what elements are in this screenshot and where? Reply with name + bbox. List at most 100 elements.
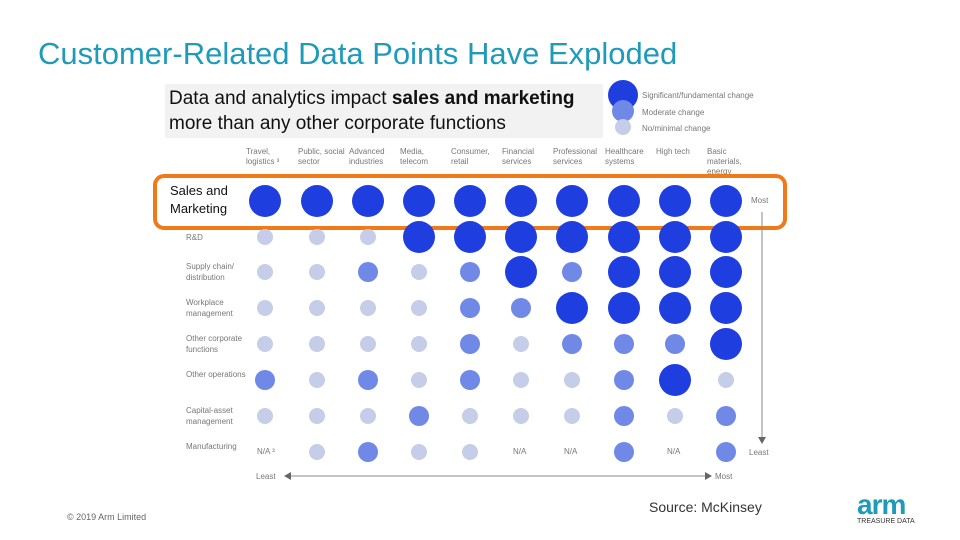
subtitle-text-post: more than any other corporate functions (169, 113, 506, 134)
bubble (564, 372, 580, 388)
subtitle-text-bold: sales and marketing (391, 88, 575, 109)
bubble (403, 185, 435, 217)
bubble (511, 298, 531, 318)
bubble (309, 372, 325, 388)
bubble (403, 221, 435, 253)
column-header: Consumer, retail (451, 147, 490, 166)
bubble (454, 185, 486, 217)
row-label: Supply chain/ distribution (186, 262, 235, 282)
source-citation: Source: McKinsey (649, 499, 762, 515)
bubble (360, 336, 376, 352)
bubble (608, 256, 640, 288)
bubble (460, 298, 480, 318)
bubble (257, 408, 273, 424)
column-header: Healthcare systems (605, 147, 644, 166)
bubble (710, 185, 742, 217)
bubble (513, 372, 529, 388)
column-header: Basic materials, energy (707, 147, 742, 175)
legend-label-moderate: Moderate change (642, 108, 705, 117)
legend-dot-minimal (615, 119, 631, 135)
bubble (309, 264, 325, 280)
row-label: Other operations (186, 370, 246, 379)
bubble (608, 185, 640, 217)
bubble (460, 262, 480, 282)
bubble (411, 336, 427, 352)
bubble (257, 264, 273, 280)
bubble (352, 185, 384, 217)
bubble (257, 336, 273, 352)
bubble (667, 408, 683, 424)
bubble (358, 262, 378, 282)
row-label: Workplace management (186, 298, 233, 318)
bubble (505, 256, 537, 288)
x-axis-right-label: Most (715, 472, 733, 481)
bubble (716, 442, 736, 462)
row-label: Other corporate functions (186, 334, 243, 354)
bubble (257, 229, 273, 245)
bubble (710, 292, 742, 324)
bubble (608, 221, 640, 253)
bubble (460, 334, 480, 354)
bubble (505, 221, 537, 253)
bubble (718, 372, 734, 388)
x-axis-arrowhead-right (705, 472, 712, 480)
bubble (309, 408, 325, 424)
bubble (659, 256, 691, 288)
bubble (505, 185, 537, 217)
bubble (659, 185, 691, 217)
bubble (659, 221, 691, 253)
bubble (614, 406, 634, 426)
bubble (411, 444, 427, 460)
legend-label-significant: Significant/fundamental change (642, 91, 754, 100)
bubble (309, 229, 325, 245)
bubble (614, 334, 634, 354)
column-header: Professional services (553, 147, 598, 166)
legend-dot-moderate (612, 100, 634, 122)
bubble (358, 442, 378, 462)
bubble (710, 256, 742, 288)
row-label: Capital-asset management (186, 406, 233, 426)
bubble (257, 300, 273, 316)
column-header: Financial services (502, 147, 535, 166)
bubble (659, 292, 691, 324)
column-header: Public, social sector (298, 147, 345, 166)
legend-label-minimal: No/minimal change (642, 124, 711, 133)
bubble (665, 334, 685, 354)
bubble (556, 185, 588, 217)
subtitle-box: Data and analytics impact sales and mark… (165, 84, 603, 138)
y-axis-arrowhead (758, 437, 766, 444)
y-axis-bottom-label: Least (749, 448, 769, 457)
na-label: N/A (564, 447, 578, 456)
y-axis-top-label: Most (751, 196, 769, 205)
bubble (614, 370, 634, 390)
row-label: Manufacturing (186, 442, 237, 451)
sales-marketing-label: Sales and Marketing (170, 183, 228, 216)
copyright-text: © 2019 Arm Limited (67, 512, 147, 522)
na-label: N/A ³ (257, 447, 275, 456)
bubble (556, 292, 588, 324)
bubble (562, 334, 582, 354)
na-label: N/A (667, 447, 681, 456)
bubble (513, 408, 529, 424)
bubble (462, 408, 478, 424)
bubble (562, 262, 582, 282)
bubble (249, 185, 281, 217)
slide-title: Customer-Related Data Points Have Explod… (38, 36, 678, 71)
bubble (360, 229, 376, 245)
bubble (659, 364, 691, 396)
arm-logo: arm TREASURE DATA (857, 491, 915, 526)
bubble (309, 444, 325, 460)
bubble (710, 328, 742, 360)
bubble (614, 442, 634, 462)
bubble (409, 406, 429, 426)
bubble (309, 336, 325, 352)
bubble (462, 444, 478, 460)
bubble (360, 408, 376, 424)
bubble (301, 185, 333, 217)
bubble (360, 300, 376, 316)
x-axis-arrowhead-left (284, 472, 291, 480)
bubble (309, 300, 325, 316)
column-header: Travel, logistics ³ (246, 147, 280, 166)
bubble (358, 370, 378, 390)
